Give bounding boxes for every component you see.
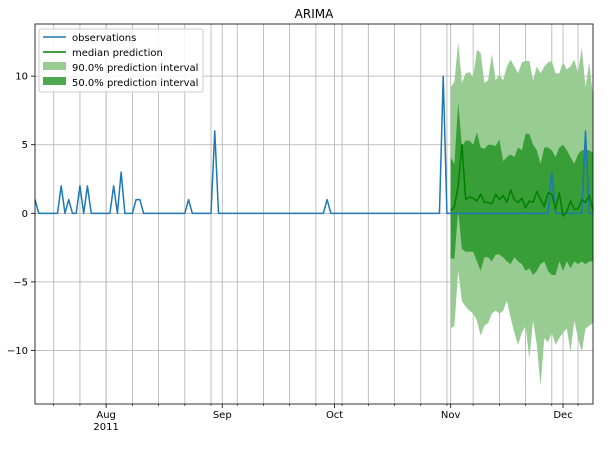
y-tick-label: 10 (15, 72, 28, 83)
axes-frame (34, 23, 594, 405)
y-tick-label: 0 (22, 209, 28, 220)
x-tick-sublabel: 2011 (93, 422, 118, 433)
legend-50-label: 50.0% prediction interval (72, 78, 198, 89)
legend-50-swatch (43, 77, 66, 85)
x-tick-label: Sep (213, 410, 232, 421)
legend: observations median prediction 90.0% pre… (38, 28, 204, 93)
median-prediction-line (450, 143, 594, 217)
x-tick-label: Nov (441, 410, 461, 421)
x-tick-label: Dec (553, 410, 572, 421)
legend-observations-label: observations (72, 33, 136, 44)
legend-90-label: 90.0% prediction interval (72, 63, 198, 74)
y-axis: −10 −5 0 5 10 (7, 72, 35, 357)
y-tick-label: −10 (7, 346, 28, 357)
chart-title: ARIMA (295, 7, 334, 21)
series-lines (34, 75, 594, 217)
legend-90-swatch (43, 62, 66, 70)
y-tick-label: −5 (13, 277, 28, 288)
legend-box (38, 28, 204, 93)
interval-50-band (450, 102, 593, 276)
observations-line (34, 75, 593, 215)
x-tick-label: Aug (96, 410, 116, 421)
x-tick-label: Oct (326, 410, 343, 421)
legend-median-label: median prediction (72, 48, 163, 59)
y-tick-label: 5 (22, 140, 28, 151)
